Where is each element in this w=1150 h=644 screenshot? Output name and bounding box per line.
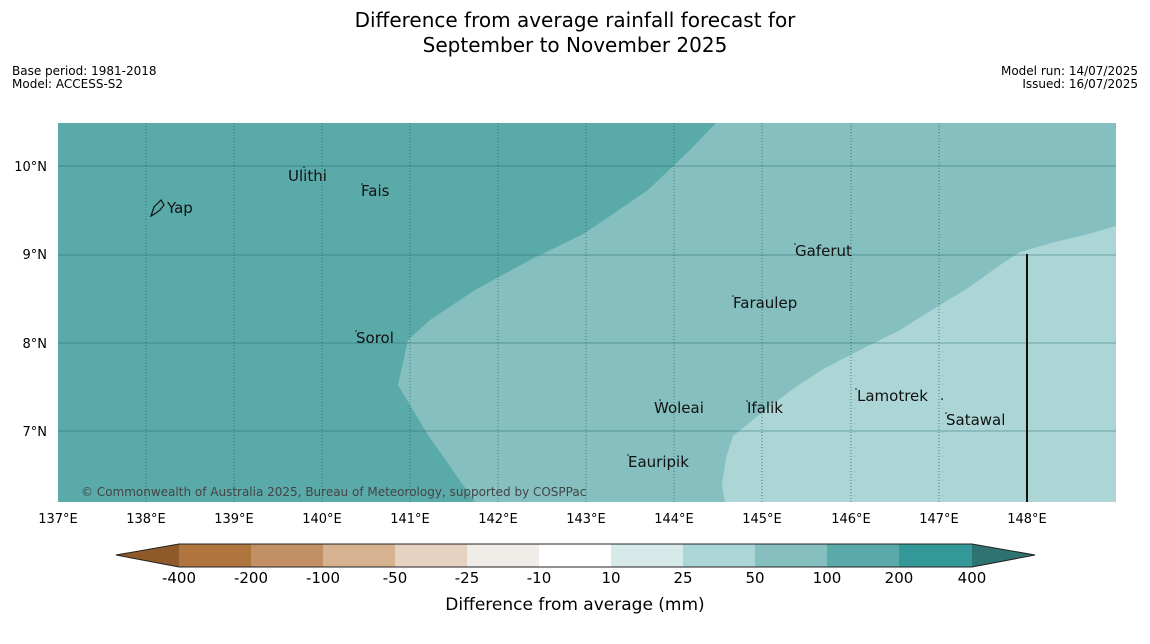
lon-label-141e: 141°E [390,512,430,527]
model-run: Model run: 14/07/2025 [1000,64,1138,78]
colorbar-band-m25-m10 [467,544,539,567]
place-label-ulithi: Ulithi [288,167,327,185]
colorbar-tick-m100: -100 [306,569,340,587]
place-label-sorol: Sorol [356,329,394,347]
lon-label-137e: 137°E [38,512,78,527]
colorbar-band-m200-m100 [251,544,323,567]
latitude-axis: 10°N 9°N 8°N 7°N [14,160,47,440]
region-25-50 [722,226,1116,502]
colorbar-tick-50: 50 [745,569,764,587]
lat-label-10n: 10°N [14,160,47,175]
colorbar-band-100-200 [827,544,899,567]
gridlines [58,123,1116,502]
lon-label-143e: 143°E [566,512,606,527]
colorbar-band-50-100 [755,544,827,567]
issued-date: Issued: 16/07/2025 [1022,77,1138,91]
colorbar-band-m100-m50 [323,544,395,567]
colorbar-band-25-50 [683,544,755,567]
lon-label-142e: 142°E [478,512,518,527]
colorbar-tick-200: 200 [885,569,914,587]
colorbar-outline [115,543,1036,568]
lon-label-148e: 148°E [1007,512,1047,527]
colorbar-tick-m400: -400 [162,569,196,587]
lat-label-9n: 9°N [23,248,48,263]
meta-left: Base period: 1981-2018 Model: ACCESS-S2 [12,65,157,91]
colorbar-band-200-400 [899,544,972,567]
region-100-200 [58,123,716,502]
colorbar-tick-25: 25 [673,569,692,587]
place-label-ifalik: Ifalik [747,399,783,417]
place-label-satawal: Satawal [946,411,1005,429]
place-label-lamotrek: Lamotrek [857,387,928,405]
colorbar: -400 -200 -100 -50 -25 -10 10 25 50 100 … [115,543,1036,615]
place-label-gaferut: Gaferut [795,242,852,260]
model-name: Model: ACCESS-S2 [12,77,124,91]
colorbar-tick-m25: -25 [455,569,480,587]
lon-label-144e: 144°E [654,512,694,527]
lon-label-146e: 146°E [831,512,871,527]
colorbar-band-m10-10 [539,544,611,567]
longitude-axis: 137°E 138°E 139°E 140°E 141°E 142°E 143°… [38,512,1047,527]
colorbar-title: Difference from average (mm) [445,595,704,615]
lat-label-7n: 7°N [23,425,48,440]
map-area: Yap Ulithi Fais Gaferut Faraulep Sorol W… [58,123,1116,502]
place-label-woleai: Woleai [654,399,704,417]
lon-label-138e: 138°E [126,512,166,527]
title-line-1: Difference from average rainfall forecas… [354,8,796,32]
colorbar-band-10-25 [611,544,683,567]
colorbar-tick-m10: -10 [527,569,552,587]
map-title: Difference from average rainfall forecas… [0,8,1150,58]
meta-right: Model run: 14/07/2025 Issued: 16/07/2025 [1001,65,1138,91]
lon-label-140e: 140°E [302,512,342,527]
lon-label-147e: 147°E [919,512,959,527]
colorbar-band-m400-m200 [179,544,251,567]
colorbar-extend-low [116,544,179,567]
yap-island-shape [149,199,165,218]
place-label-faraulep: Faraulep [733,294,797,312]
base-period: Base period: 1981-2018 [12,64,157,78]
copyright-notice: © Commonwealth of Australia 2025, Bureau… [81,485,586,499]
title-line-2: September to November 2025 [422,33,728,57]
colorbar-tick-400: 400 [958,569,987,587]
place-label-yap: Yap [166,199,193,217]
place-label-eauripik: Eauripik [628,453,689,471]
colorbar-extend-high [972,544,1035,567]
colorbar-tick-10: 10 [601,569,620,587]
lat-label-8n: 8°N [23,337,48,352]
colorbar-tick-100: 100 [813,569,842,587]
island-markers [303,166,947,456]
place-label-fais: Fais [361,182,390,200]
lon-label-139e: 139°E [214,512,254,527]
colorbar-tick-m200: -200 [234,569,268,587]
colorbar-tick-m50: -50 [383,569,408,587]
colorbar-band-m50-m25 [395,544,467,567]
lon-label-145e: 145°E [742,512,782,527]
